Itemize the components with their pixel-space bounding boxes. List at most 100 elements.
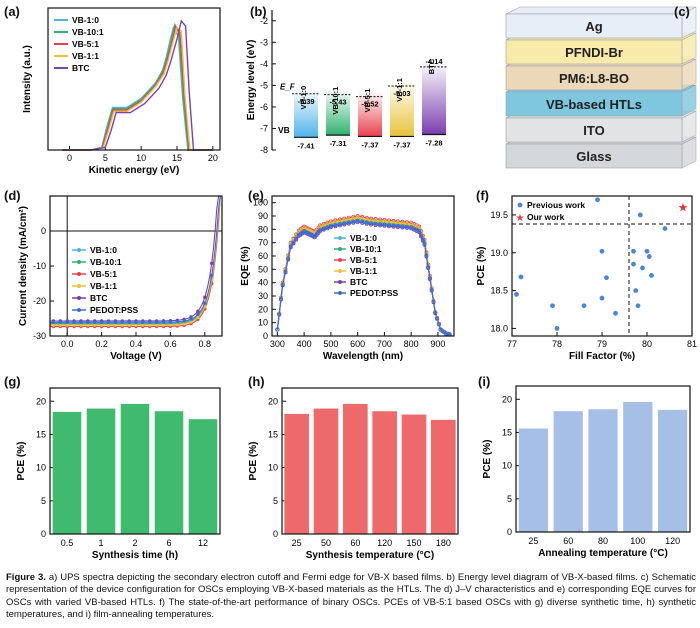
bar-180 bbox=[431, 419, 456, 534]
legend-label: VB-5:1 bbox=[72, 39, 99, 49]
eqe-marker bbox=[280, 282, 285, 287]
x-tick-label: 5 bbox=[103, 153, 108, 163]
legend-label: VB-1:1 bbox=[90, 281, 117, 291]
jv-marker bbox=[99, 323, 104, 327]
jv-marker bbox=[65, 323, 69, 327]
x-tick-label: 0.5 bbox=[61, 538, 74, 548]
fermi-value: -5.52 bbox=[361, 100, 378, 109]
jv-marker bbox=[175, 322, 179, 327]
figure-caption: Figure 3. a) UPS spectra depicting the s… bbox=[6, 572, 696, 622]
jv-marker bbox=[58, 320, 63, 325]
jv-marker bbox=[189, 320, 193, 324]
column-name: VB-5:1 bbox=[363, 89, 372, 113]
bar-6 bbox=[154, 411, 184, 534]
eqe-marker bbox=[424, 253, 429, 258]
eqe-marker bbox=[431, 299, 436, 304]
eqe-marker bbox=[333, 223, 338, 228]
x-tick-label: 0 bbox=[67, 153, 72, 163]
caption-figure-label: Figure 3. bbox=[6, 572, 46, 583]
eqe-marker bbox=[360, 219, 365, 224]
column-name: VB-10:1 bbox=[331, 87, 340, 115]
previous-work-point bbox=[633, 288, 639, 293]
eqe-marker bbox=[321, 226, 326, 231]
eqe-marker bbox=[420, 237, 425, 242]
eqe-marker bbox=[395, 223, 400, 228]
previous-work-point bbox=[646, 254, 652, 259]
y-tick-label: -8 bbox=[260, 145, 268, 155]
x-tick-label: 15 bbox=[172, 153, 182, 163]
y-tick-label: 10 bbox=[502, 461, 512, 471]
jv-marker bbox=[127, 320, 131, 325]
eqe-marker bbox=[378, 222, 383, 227]
jv-marker bbox=[106, 320, 111, 325]
layer-pm6-l8-bo bbox=[505, 65, 683, 91]
bar-120 bbox=[372, 411, 397, 534]
plot-frame bbox=[281, 387, 459, 535]
x-tick-label: 700 bbox=[377, 339, 392, 349]
energy-column-VB-1:0 bbox=[294, 87, 318, 138]
energy-column-BTC bbox=[422, 60, 446, 135]
ef-label: E_F bbox=[280, 83, 296, 92]
eqe-marker bbox=[278, 297, 283, 302]
y-tick-label: 10 bbox=[268, 463, 278, 473]
x-tick-label: 79 bbox=[597, 339, 607, 349]
plot-frame bbox=[47, 7, 221, 151]
panel-c: (c) Glass ITO VB-based HTLs PM6:L8-BO PFNDI-… bbox=[452, 0, 700, 185]
layer-label: VB-based HTLs bbox=[546, 97, 642, 112]
legend-label: BTC bbox=[90, 293, 107, 303]
jv-marker bbox=[148, 320, 152, 325]
jv-marker bbox=[203, 295, 207, 299]
our-work-point: ★ bbox=[678, 200, 689, 214]
y-tick-label: -20 bbox=[33, 296, 46, 306]
legend-marker bbox=[338, 247, 342, 251]
bar-12 bbox=[188, 419, 218, 534]
jv-marker bbox=[79, 320, 83, 325]
bar-60 bbox=[343, 403, 368, 534]
x-tick-label: 78 bbox=[552, 339, 562, 349]
eqe-marker bbox=[386, 223, 391, 228]
caption-text: a) UPS spectra depicting the secondary e… bbox=[6, 572, 697, 621]
fermi-value: -5.39 bbox=[297, 97, 314, 106]
eqe-marker bbox=[369, 221, 374, 226]
x-tick-label: 1 bbox=[98, 538, 103, 548]
eqe-marker bbox=[373, 221, 378, 226]
x-axis-title: Fill Factor (%) bbox=[569, 351, 635, 362]
eqe-marker bbox=[436, 322, 441, 327]
layer-glass bbox=[505, 143, 683, 169]
jv-marker bbox=[161, 320, 166, 324]
x-tick-label: 150 bbox=[406, 538, 421, 548]
x-tick-label: 120 bbox=[665, 536, 680, 546]
eqe-marker bbox=[433, 310, 438, 315]
previous-work-point bbox=[640, 265, 645, 271]
eqe-marker bbox=[325, 225, 330, 230]
jv-marker bbox=[209, 273, 214, 278]
y-tick-label: -4 bbox=[260, 59, 268, 69]
energy-column-VB-10:1 bbox=[326, 88, 350, 136]
layer-label: ITO bbox=[583, 123, 604, 138]
fermi-value: -5.03 bbox=[393, 89, 410, 98]
jv-marker bbox=[196, 309, 200, 313]
fermi-value: -4.14 bbox=[425, 57, 443, 66]
previous-work-point bbox=[635, 303, 641, 309]
x-axis-title: Synthesis time (h) bbox=[92, 550, 178, 561]
y-tick-label: 15 bbox=[268, 429, 278, 439]
y-tick-label: 18.0 bbox=[490, 323, 508, 333]
plot-frame bbox=[49, 387, 221, 535]
legend-label: PEDOT:PSS bbox=[350, 288, 399, 298]
eqe-marker bbox=[351, 219, 356, 224]
y-tick-label: 20 bbox=[36, 396, 46, 406]
panel-i-label: (i) bbox=[478, 374, 491, 389]
y-tick-label: -6 bbox=[260, 102, 268, 112]
panel-b-label: (b) bbox=[250, 4, 267, 19]
x-tick-label: 50 bbox=[321, 538, 331, 548]
annealing-temperature-bar-chart: 0 5 10 15 20 25 60 80 100 120 Annealing temperatur… bbox=[482, 385, 691, 559]
series-line-VB-1:1 bbox=[62, 26, 213, 151]
eqe-marker bbox=[291, 240, 296, 245]
legend-marker bbox=[77, 296, 81, 300]
jv-marker bbox=[51, 323, 56, 327]
legend-label: VB-5:1 bbox=[90, 269, 117, 279]
y-tick-label: -5 bbox=[260, 80, 268, 90]
y-axis-title: PCE (%) bbox=[482, 440, 493, 479]
bar-25 bbox=[518, 428, 549, 532]
jv-marker bbox=[148, 323, 152, 327]
